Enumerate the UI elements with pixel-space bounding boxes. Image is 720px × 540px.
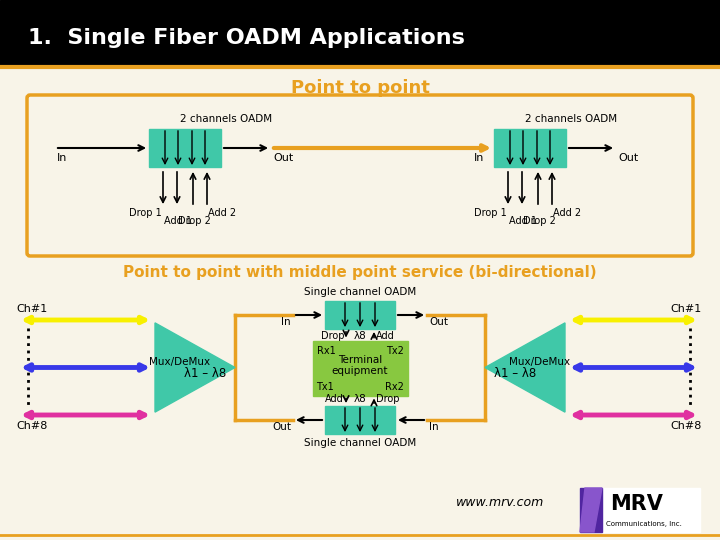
Text: Communications, Inc.: Communications, Inc.	[606, 521, 682, 527]
Text: Ch#8: Ch#8	[670, 421, 702, 431]
Text: λ1 – λ8: λ1 – λ8	[494, 367, 536, 380]
Text: Point to point with middle point service (bi-directional): Point to point with middle point service…	[123, 265, 597, 280]
Text: 2 channels OADM: 2 channels OADM	[525, 114, 617, 124]
Text: Tx1: Tx1	[317, 381, 334, 391]
Text: Add 2: Add 2	[553, 208, 581, 218]
Text: Single channel OADM: Single channel OADM	[304, 438, 416, 448]
Polygon shape	[580, 488, 602, 532]
Text: In: In	[474, 153, 485, 163]
Text: Drop: Drop	[320, 331, 344, 341]
Polygon shape	[485, 323, 565, 412]
Bar	[494, 129, 566, 167]
Text: Drop 2: Drop 2	[178, 216, 211, 226]
Text: Tx2: Tx2	[386, 347, 403, 356]
Bar	[580, 488, 602, 532]
Text: Out: Out	[272, 422, 291, 432]
Text: λ1 – λ8: λ1 – λ8	[184, 367, 226, 380]
Text: Mux/DeMux: Mux/DeMux	[510, 356, 570, 367]
Text: Out: Out	[618, 153, 638, 163]
Text: Single channel OADM: Single channel OADM	[304, 287, 416, 297]
Bar	[325, 301, 395, 329]
Text: In: In	[282, 317, 291, 327]
Text: In: In	[57, 153, 68, 163]
Text: 1.  Single Fiber OADM Applications: 1. Single Fiber OADM Applications	[28, 28, 465, 48]
Text: Ch#1: Ch#1	[671, 304, 702, 314]
Text: Add: Add	[376, 331, 395, 341]
Text: Drop 1: Drop 1	[130, 208, 162, 218]
Bar	[312, 341, 408, 395]
Text: Terminal: Terminal	[338, 355, 382, 365]
Text: Out: Out	[429, 317, 448, 327]
Text: λ8: λ8	[354, 331, 366, 341]
Bar	[0, 0, 720, 65]
Bar	[325, 406, 395, 434]
Bar	[580, 488, 700, 532]
Text: Add 1: Add 1	[509, 216, 537, 226]
Text: Drop 1: Drop 1	[474, 208, 507, 218]
Text: Add 1: Add 1	[164, 216, 192, 226]
Text: Rx2: Rx2	[384, 381, 403, 391]
Polygon shape	[155, 323, 235, 412]
Text: equipment: equipment	[332, 366, 388, 376]
Text: Add 2: Add 2	[208, 208, 236, 218]
Bar	[149, 129, 221, 167]
Text: Mux/DeMux: Mux/DeMux	[150, 356, 210, 367]
Text: Drop: Drop	[376, 394, 400, 404]
Text: Point to point: Point to point	[291, 79, 429, 97]
Text: Add: Add	[325, 394, 344, 404]
Text: In: In	[429, 422, 438, 432]
Text: Rx1: Rx1	[317, 347, 336, 356]
Text: λ8: λ8	[354, 394, 366, 404]
Text: Ch#1: Ch#1	[16, 304, 48, 314]
Text: Out: Out	[273, 153, 293, 163]
Text: Drop 2: Drop 2	[523, 216, 556, 226]
Text: Ch#8: Ch#8	[16, 421, 48, 431]
Text: 2 channels OADM: 2 channels OADM	[180, 114, 272, 124]
Text: www.mrv.com: www.mrv.com	[456, 496, 544, 509]
Text: MRV: MRV	[610, 494, 663, 514]
